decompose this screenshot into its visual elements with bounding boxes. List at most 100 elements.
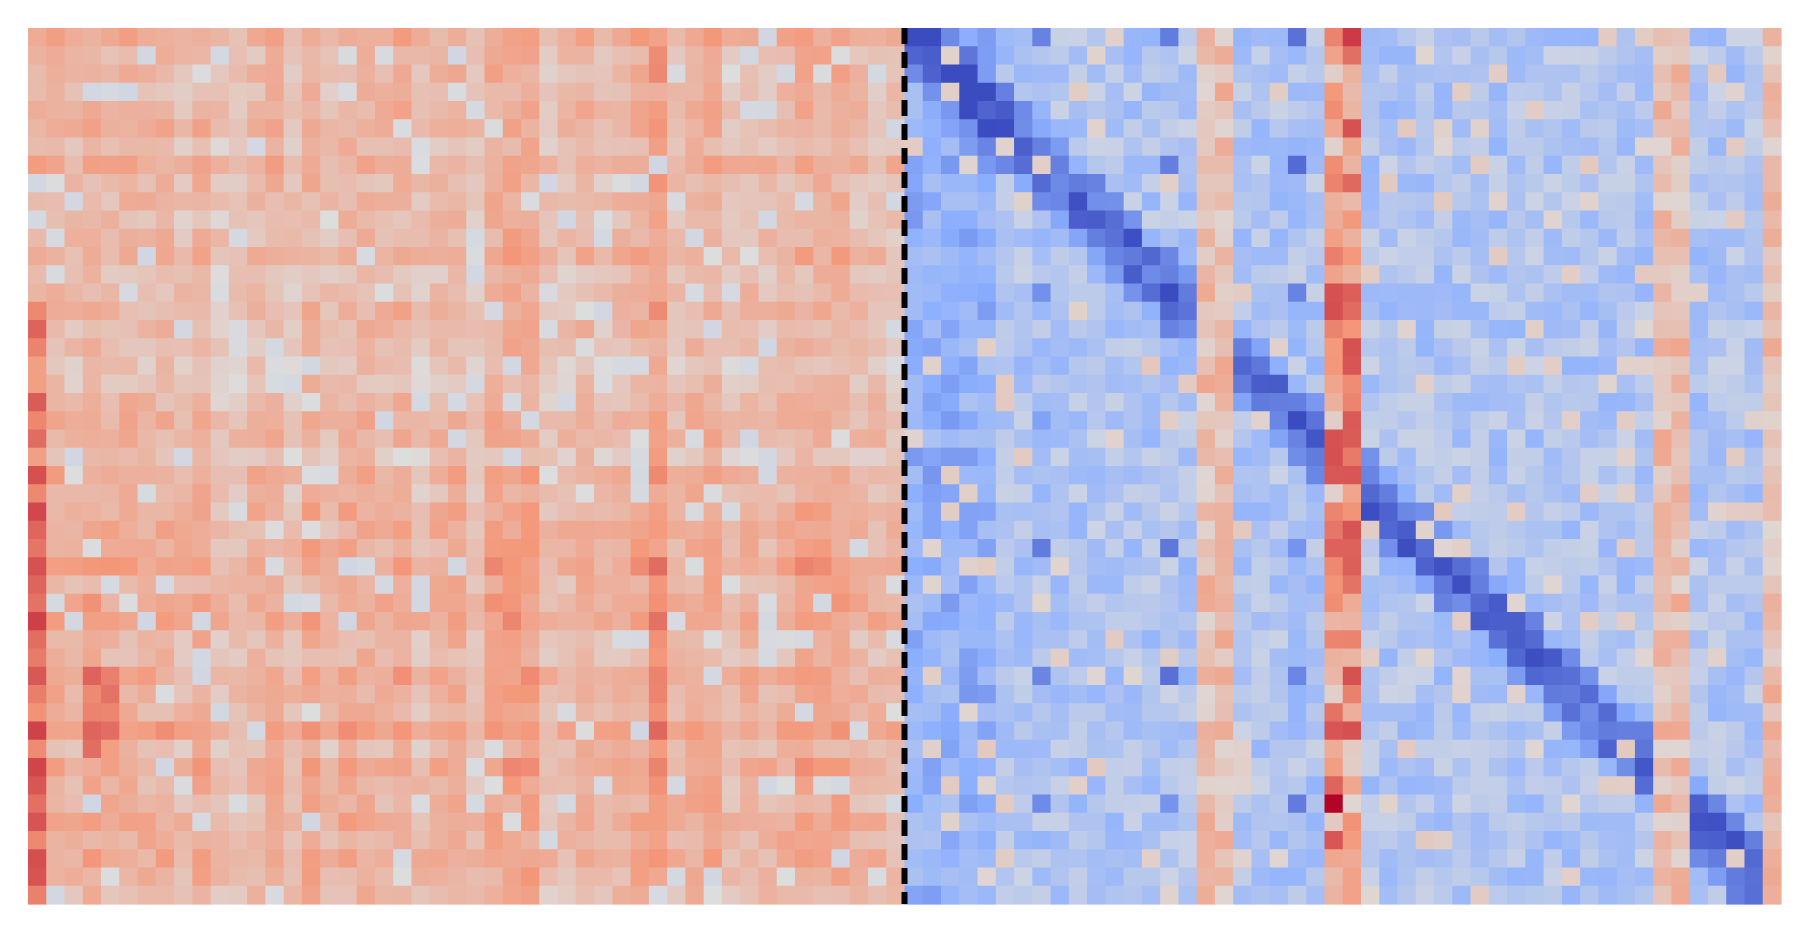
heatmap-cell <box>64 228 84 248</box>
heatmap-cell <box>849 831 869 850</box>
heatmap-cell <box>155 703 175 723</box>
heatmap-cell <box>1525 520 1545 540</box>
heatmap-cell <box>1434 612 1453 631</box>
heatmap-cell <box>1653 502 1673 522</box>
heatmap-cell <box>119 301 139 321</box>
heatmap-cell <box>831 648 851 668</box>
heatmap-cell <box>1361 666 1380 686</box>
heatmap-cell <box>1269 338 1289 358</box>
heatmap-cell <box>740 539 760 558</box>
heatmap-cell <box>1324 265 1344 285</box>
heatmap-cell <box>502 192 522 212</box>
heatmap-cell <box>447 612 467 631</box>
heatmap-cell <box>1287 867 1307 887</box>
heatmap-cell <box>1251 502 1271 522</box>
heatmap-cell <box>1634 575 1654 595</box>
heatmap-cell <box>667 174 686 193</box>
heatmap-cell <box>1251 101 1271 120</box>
heatmap-cell <box>1543 867 1563 887</box>
heatmap-cell <box>630 338 650 358</box>
heatmap-cell <box>1525 46 1545 66</box>
heatmap-cell <box>210 502 230 522</box>
heatmap-cell <box>758 466 778 485</box>
heatmap-cell <box>575 356 595 376</box>
heatmap-cell <box>1561 685 1581 704</box>
heatmap-cell <box>1105 885 1125 905</box>
heatmap-cell <box>1653 593 1673 613</box>
heatmap-cell <box>539 283 559 303</box>
heatmap-cell <box>356 210 376 230</box>
heatmap-cell <box>1507 155 1526 175</box>
heatmap-cell <box>1726 283 1746 303</box>
heatmap-cell <box>1032 575 1052 595</box>
heatmap-cell <box>1671 648 1691 668</box>
heatmap-cell <box>101 557 120 577</box>
heatmap-cell <box>265 703 285 723</box>
heatmap-cell <box>1744 575 1764 595</box>
heatmap-cell <box>1361 301 1380 321</box>
heatmap-cell <box>447 137 467 157</box>
heatmap-cell <box>374 593 394 613</box>
heatmap-cell <box>210 776 230 796</box>
heatmap-cell <box>393 831 413 850</box>
heatmap-cell <box>959 739 979 759</box>
heatmap-cell <box>1324 28 1344 47</box>
heatmap-cell <box>1488 28 1508 47</box>
heatmap-cell <box>922 703 942 723</box>
heatmap-cell <box>64 593 84 613</box>
heatmap-cell <box>1214 885 1234 905</box>
heatmap-cell <box>1050 429 1070 449</box>
heatmap-cell <box>648 612 668 631</box>
heatmap-cell <box>648 447 668 467</box>
heatmap-cell <box>1616 301 1636 321</box>
heatmap-cell <box>1014 831 1033 850</box>
heatmap-cell <box>721 520 741 540</box>
heatmap-cell <box>1196 794 1216 814</box>
heatmap-cell <box>831 484 851 504</box>
heatmap-cell <box>1379 192 1399 212</box>
heatmap-cell <box>502 630 522 650</box>
heatmap-cell <box>648 648 668 668</box>
heatmap-cell <box>1525 593 1545 613</box>
heatmap-cell <box>1032 648 1052 668</box>
heatmap-cell <box>521 721 540 741</box>
heatmap-cell <box>1452 539 1472 558</box>
heatmap-cell <box>539 28 559 47</box>
heatmap-cell <box>521 320 540 339</box>
heatmap-cell <box>758 356 778 376</box>
heatmap-cell <box>521 174 540 193</box>
heatmap-cell <box>1251 265 1271 285</box>
heatmap-cell <box>1196 575 1216 595</box>
heatmap-cell <box>1653 557 1673 577</box>
heatmap-cell <box>1452 356 1472 376</box>
heatmap-cell <box>429 539 449 558</box>
heatmap-cell <box>1196 356 1216 376</box>
heatmap-cell <box>247 210 266 230</box>
heatmap-cell <box>831 356 851 376</box>
heatmap-cell <box>64 374 84 394</box>
heatmap-cell <box>1251 393 1271 412</box>
heatmap-cell <box>411 155 431 175</box>
heatmap-cell <box>210 849 230 869</box>
heatmap-cell <box>1470 612 1490 631</box>
heatmap-cell <box>1671 539 1691 558</box>
heatmap-cell <box>1251 64 1271 84</box>
heatmap-cell <box>1634 411 1654 431</box>
heatmap-cell <box>867 593 887 613</box>
heatmap-cell <box>922 666 942 686</box>
heatmap-cell <box>941 46 960 66</box>
heatmap-cell <box>265 46 285 66</box>
heatmap-cell <box>1050 557 1070 577</box>
heatmap-cell <box>1141 685 1161 704</box>
heatmap-cell <box>228 721 248 741</box>
heatmap-cell <box>667 265 686 285</box>
heatmap-cell <box>101 685 120 704</box>
heatmap-cell <box>28 648 47 668</box>
heatmap-cell <box>612 666 632 686</box>
heatmap-cell <box>1178 703 1198 723</box>
heatmap-cell <box>1087 374 1106 394</box>
heatmap-cell <box>1342 338 1362 358</box>
heatmap-cell <box>1525 119 1545 139</box>
heatmap-cell <box>1196 338 1216 358</box>
heatmap-cell <box>155 192 175 212</box>
